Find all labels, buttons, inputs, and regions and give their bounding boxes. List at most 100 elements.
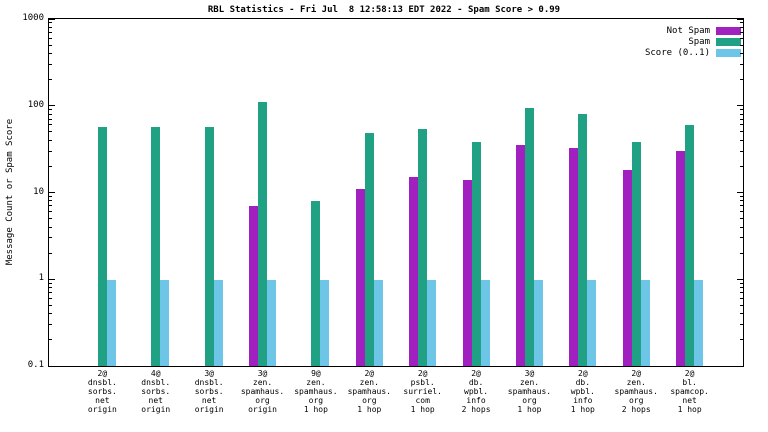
y-major-tick	[737, 105, 743, 107]
bar-score-0-1-	[373, 280, 383, 366]
legend-swatch	[716, 37, 741, 46]
y-minor-tick	[740, 22, 743, 24]
bar-score-0-1-	[640, 280, 650, 366]
bar-score-0-1-	[106, 280, 116, 366]
y-minor-tick	[740, 31, 743, 33]
y-minor-tick	[49, 165, 52, 167]
y-minor-tick	[740, 139, 743, 141]
bar-score-0-1-	[267, 280, 277, 366]
y-minor-tick	[49, 118, 52, 120]
y-minor-tick	[49, 113, 52, 115]
y-minor-tick	[49, 339, 52, 341]
x-tick-label: 2@ zen. spamhaus. org 1 hop	[347, 369, 391, 414]
y-major-tick	[49, 278, 55, 280]
bar-spam	[631, 142, 641, 366]
bar-spam	[97, 126, 107, 366]
y-minor-tick	[49, 109, 52, 111]
y-minor-tick	[49, 150, 52, 152]
legend: Not Spam Spam Score (0..1)	[645, 25, 741, 58]
y-minor-tick	[49, 324, 52, 326]
legend-item: Spam	[645, 36, 741, 47]
y-tick-label: 0.1	[27, 360, 44, 370]
y-minor-tick	[740, 44, 743, 46]
y-tick-label: 1	[38, 273, 44, 284]
legend-item: Score (0..1)	[645, 47, 741, 58]
y-minor-tick	[49, 79, 52, 81]
bar-not-spam	[622, 170, 632, 366]
y-minor-tick	[740, 165, 743, 167]
y-minor-tick	[740, 150, 743, 152]
legend-label: Score (0..1)	[644, 47, 710, 58]
y-minor-tick	[740, 339, 743, 341]
y-minor-tick	[49, 252, 52, 254]
y-minor-tick	[740, 53, 743, 55]
y-major-tick	[49, 192, 55, 193]
y-minor-tick	[49, 22, 52, 24]
y-minor-tick	[740, 113, 743, 115]
bar-spam	[311, 200, 321, 366]
y-minor-tick	[49, 287, 52, 289]
y-minor-tick	[740, 200, 743, 202]
bar-spam	[578, 114, 588, 366]
y-minor-tick	[740, 109, 743, 111]
y-major-tick	[737, 365, 743, 367]
y-minor-tick	[49, 226, 52, 228]
legend-swatch	[716, 48, 741, 57]
bar-not-spam	[569, 147, 579, 366]
x-tick-label: 4@ dnsbl. sorbs. net origin	[141, 369, 171, 414]
y-minor-tick	[49, 282, 52, 284]
x-tick-label: 3@ zen. spamhaus. org 1 hop	[507, 369, 552, 414]
y-minor-tick	[49, 124, 52, 126]
bar-spam	[471, 142, 481, 366]
x-tick-label: 2@ dnsbl. sorbs. net origin	[87, 369, 117, 414]
y-tick-label: 10	[33, 186, 44, 197]
y-minor-tick	[740, 118, 743, 120]
y-minor-tick	[740, 124, 743, 126]
y-minor-tick	[49, 195, 52, 197]
legend-label: Spam	[688, 36, 710, 47]
y-minor-tick	[740, 205, 743, 207]
y-minor-tick	[740, 79, 743, 81]
y-minor-tick	[49, 205, 52, 207]
bar-not-spam	[676, 151, 686, 366]
chart-title: RBL Statistics - Fri Jul 8 12:58:13 EDT …	[207, 5, 561, 15]
bar-score-0-1-	[694, 280, 704, 366]
y-minor-tick	[740, 218, 743, 220]
bar-spam	[258, 102, 268, 366]
y-minor-tick	[740, 297, 743, 299]
bar-score-0-1-	[320, 280, 330, 366]
y-minor-tick	[740, 131, 743, 133]
y-major-tick	[737, 18, 743, 20]
bar-spam	[418, 128, 428, 366]
y-minor-tick	[49, 218, 52, 220]
bar-score-0-1-	[533, 280, 543, 366]
y-minor-tick	[49, 200, 52, 202]
y-minor-tick	[49, 63, 52, 65]
y-minor-tick	[740, 195, 743, 197]
x-tick-label: 2@ psbl. surriel. com 1 hop	[403, 369, 442, 414]
y-minor-tick	[49, 211, 52, 213]
y-minor-tick	[740, 292, 743, 294]
bar-not-spam	[355, 188, 365, 366]
x-tick-label: 2@ bl. spamcop. net 1 hop	[670, 369, 709, 414]
y-minor-tick	[740, 37, 743, 39]
y-tick-label: 1000	[22, 13, 44, 23]
x-tick-label: 3@ dnsbl. sorbs. net origin	[194, 369, 224, 414]
plot-area: Not Spam Spam Score (0..1) 2@ dnsbl. sorbs…	[48, 18, 744, 414]
y-minor-tick	[49, 297, 52, 299]
bar-not-spam	[409, 177, 419, 366]
y-major-tick	[49, 365, 55, 367]
bar-not-spam	[515, 145, 525, 366]
y-minor-tick	[49, 292, 52, 294]
bar-not-spam	[249, 205, 259, 366]
y-minor-tick	[49, 131, 52, 133]
bar-score-0-1-	[213, 280, 223, 366]
y-major-tick	[49, 18, 55, 20]
y-minor-tick	[49, 26, 52, 28]
y-minor-tick	[49, 139, 52, 141]
bar-not-spam	[462, 179, 472, 366]
y-minor-tick	[740, 313, 743, 315]
y-minor-tick	[49, 31, 52, 33]
y-tick-label: 100	[27, 99, 44, 110]
